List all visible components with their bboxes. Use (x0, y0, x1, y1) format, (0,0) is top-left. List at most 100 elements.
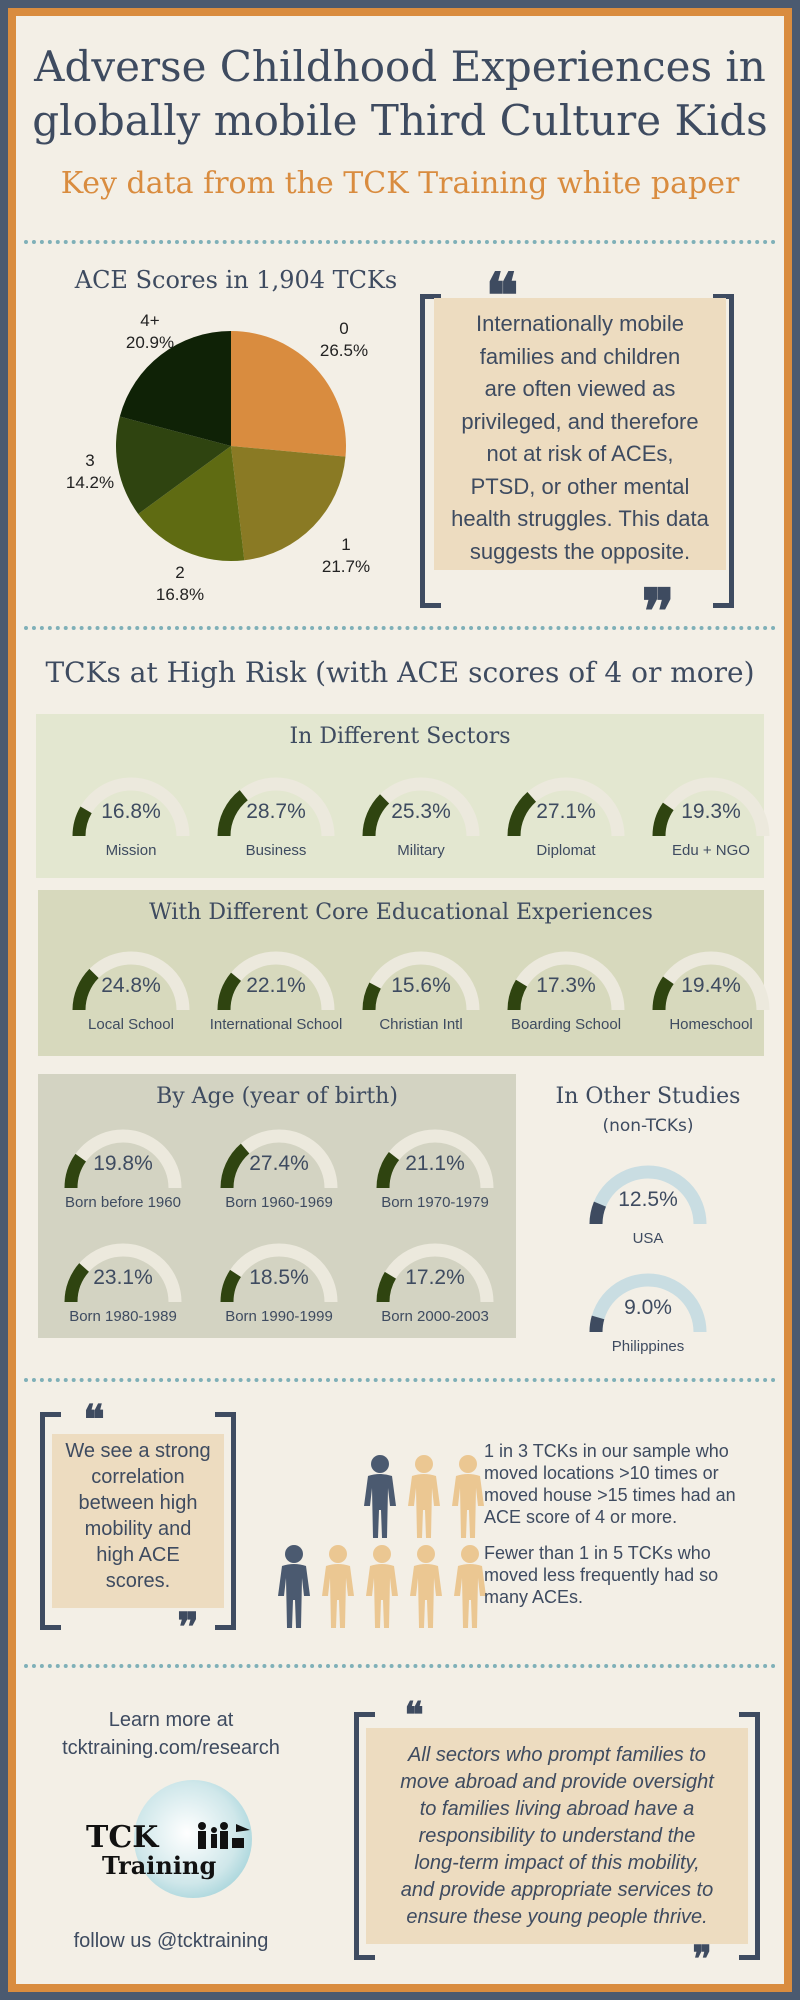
gauge-arc (589, 1273, 707, 1333)
gauge-value: 16.8% (101, 800, 161, 823)
other-study-gauge: 9.0% Philippines (585, 1268, 711, 1368)
stat-2-text: Fewer than 1 in 5 TCKs who moved less fr… (484, 1542, 774, 1608)
page-subtitle: Key data from the TCK Training white pap… (60, 166, 740, 201)
gauge-track (589, 1273, 707, 1333)
gauge-value: 17.3% (536, 974, 596, 997)
quote-line: not at risk of ACEs, (486, 441, 674, 466)
gauge-value: 27.1% (536, 800, 596, 823)
age-gauge: 27.4% Born 1960-1969 (216, 1124, 342, 1224)
quote-line: health struggles. This data (451, 506, 709, 531)
learn-more-text: Learn more at (108, 1709, 234, 1731)
education-gauge: 19.4% Homeschool (648, 946, 774, 1046)
sector-gauge: 28.7% Business (213, 772, 339, 872)
family-icon (192, 1820, 252, 1860)
quote-line: Internationally mobile (476, 311, 684, 336)
gauge-arc (72, 951, 190, 1011)
stat-line: many ACEs. (484, 1587, 584, 1607)
sectors-title: In Different Sectors (289, 724, 511, 749)
bracket-gap-bottom (441, 600, 713, 620)
gauge-label: Born 2000-2003 (381, 1308, 489, 1325)
pie-label-4plus-name: 4+ (140, 311, 160, 330)
pie-label-1: 1 21.7% (306, 534, 386, 578)
stat-line: moved locations >10 times or (484, 1463, 719, 1483)
pie-slice-2 (138, 446, 245, 561)
pie-label-2-pct: 16.8% (155, 585, 205, 604)
other-studies-subtitle: (non-TCKs) (602, 1116, 694, 1136)
stat-line: Fewer than 1 in 5 TCKs who (484, 1543, 711, 1563)
pie-label-1-name: 1 (341, 535, 351, 554)
age-gauge: 17.2% Born 2000-2003 (372, 1238, 498, 1338)
age-gauge: 23.1% Born 1980-1989 (60, 1238, 186, 1338)
bracket-gap-bottom (375, 1950, 739, 1970)
pie-label-3-pct: 14.2% (65, 473, 115, 492)
gauge-label: Born 1980-1989 (69, 1308, 177, 1325)
gauge-arc (64, 1243, 182, 1303)
gauge-label: International School (209, 1016, 343, 1033)
gauge-fill (220, 1269, 242, 1303)
stat-line: moved house >15 times had an (484, 1485, 736, 1505)
education-panel: With Different Core Educational Experien… (38, 890, 770, 1056)
gauge-label: Edu + NGO (672, 842, 750, 859)
sector-gauge: 27.1% Diplomat (503, 772, 629, 872)
gauge-arc (64, 1129, 182, 1189)
stat-line: ACE score of 4 or more. (484, 1507, 678, 1527)
quote-line: between high (78, 1492, 198, 1514)
gauge-fill (217, 790, 249, 837)
quote-line: and provide appropriate services to (400, 1879, 714, 1901)
dotted-divider (24, 240, 776, 244)
open-quote-icon: ❝ (404, 1694, 424, 1736)
research-link[interactable]: tcktraining.com/research (62, 1737, 280, 1759)
quote-line: ensure these young people thrive. (406, 1906, 708, 1928)
gauge-value: 28.7% (246, 800, 306, 823)
gauge-fill (376, 1271, 397, 1303)
ace-score-pie-chart (116, 331, 346, 561)
education-gauge: 24.8% Local School (68, 946, 194, 1046)
gauge-arc (362, 951, 480, 1011)
gauge-label: Diplomat (536, 842, 596, 859)
gauge-arc (507, 951, 625, 1011)
pie-slice-3 (116, 416, 231, 514)
close-quote-icon: ❞ (692, 1938, 712, 1980)
pie-slice-0 (231, 331, 346, 457)
logo-training: Training (102, 1851, 217, 1880)
gauge-label: Business (245, 842, 307, 859)
gauge-label: Mission (105, 842, 157, 859)
gauge-fill (72, 806, 92, 837)
pie-label-3-name: 3 (85, 451, 95, 470)
gauge-arc (220, 1243, 338, 1303)
title-line-2: globally mobile Third Culture Kids (32, 96, 768, 145)
sectors-panel: In Different Sectors 16.8% Mission 28.7% Bu… (36, 714, 770, 878)
gauge-arc (507, 777, 625, 837)
quote-line: high ACE (96, 1544, 180, 1566)
pie-label-1-pct: 21.7% (321, 557, 371, 576)
gauge-label: Boarding School (510, 1016, 622, 1033)
gauge-fill (652, 976, 674, 1011)
gauge-fill (589, 1315, 605, 1333)
gauge-fill (64, 1263, 90, 1303)
dotted-divider (24, 1664, 776, 1668)
gauge-fill (507, 979, 528, 1011)
pie-label-2-name: 2 (175, 563, 185, 582)
gauge-fill (72, 968, 99, 1011)
stat-1-text: 1 in 3 TCKs in our sample who moved loca… (484, 1440, 774, 1528)
quote-text-box: Internationally mobile families and chil… (434, 298, 726, 570)
gauge-arc (376, 1129, 494, 1189)
gauge-fill (220, 1143, 250, 1189)
follow-us[interactable]: follow us @tcktraining (73, 1930, 269, 1952)
quote-line: We see a strong (65, 1440, 211, 1462)
gauge-value: 24.8% (101, 974, 161, 997)
close-quote-icon: ❞ (177, 1604, 199, 1651)
logo-tck: TCK (86, 1820, 159, 1855)
gauge-arc (220, 1129, 338, 1189)
gauge-arc (72, 777, 190, 837)
quote-line: All sectors who prompt families to (408, 1744, 706, 1766)
gauge-value: 22.1% (246, 974, 306, 997)
pie-slice-1 (231, 446, 346, 561)
age-gauge: 21.1% Born 1970-1979 (372, 1124, 498, 1224)
pie-title: ACE Scores in 1,904 TCKs (74, 266, 398, 294)
quote-line: privileged, and therefore (461, 408, 699, 434)
gauge-arc (376, 1243, 494, 1303)
gauge-label: Born before 1960 (65, 1194, 181, 1211)
sector-gauge: 19.3% Edu + NGO (648, 772, 774, 872)
age-panel: By Age (year of birth) 19.8% Born before … (38, 1074, 516, 1338)
